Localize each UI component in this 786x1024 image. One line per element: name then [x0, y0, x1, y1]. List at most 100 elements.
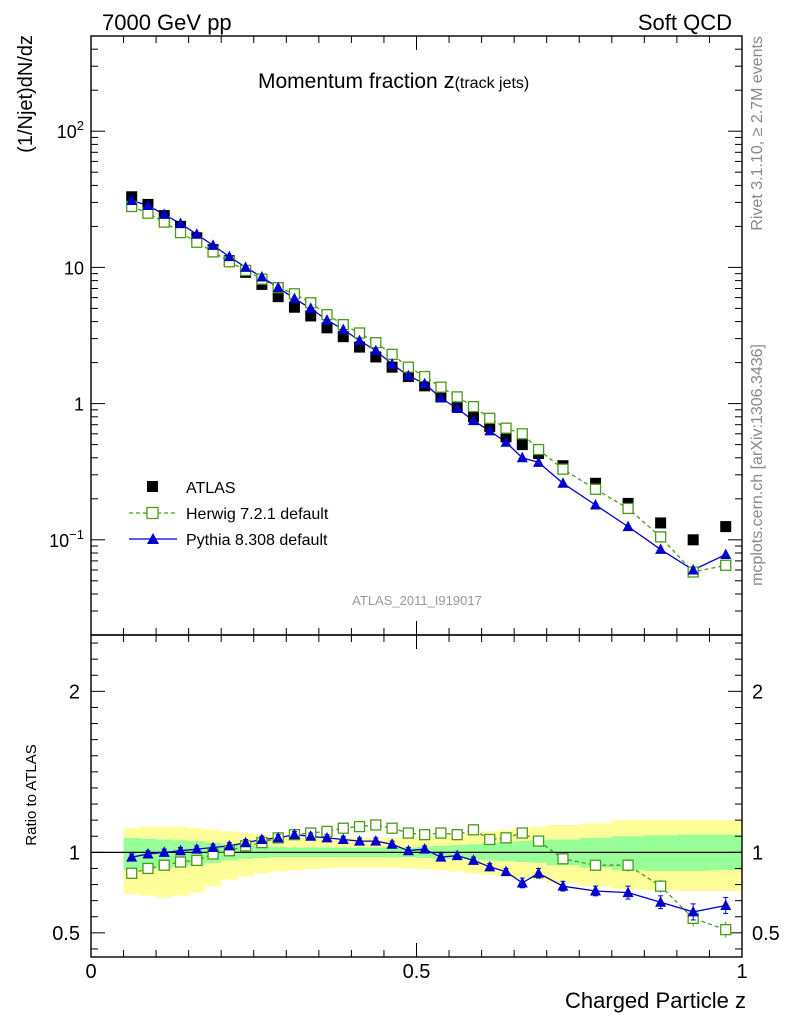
herwig-point [174, 226, 187, 239]
herwig-ratio-point [532, 835, 545, 847]
pythia-point [240, 261, 252, 272]
pythia-ratio-point [142, 847, 154, 859]
pythia-point [305, 302, 317, 313]
legend-herwig-label: Herwig 7.2.1 default [186, 506, 329, 523]
ratio-ytick-label-right: 2 [752, 681, 763, 703]
legend-atlas-label: ATLAS [186, 480, 236, 497]
ratio-frame [90, 634, 743, 958]
herwig-ratio-point [370, 819, 382, 831]
pythia-ratio-point [288, 828, 300, 840]
ratio-uncertainty-bands [91, 820, 743, 898]
x-axis-label: Charged Particle z [565, 988, 746, 1013]
pythia-point [533, 456, 545, 467]
herwig-ratio-point [467, 824, 480, 836]
herwig-point [435, 381, 447, 393]
pythia-point [337, 323, 349, 334]
ratio-axis-ticks: 0.5 0.51 12 20 0.5 1 [52, 635, 780, 983]
pythia-ratio-point [533, 867, 545, 878]
pythia-ratio-point [419, 843, 431, 854]
pythia-point [687, 564, 699, 575]
pythia-ratio-point [354, 835, 366, 846]
herwig-point [386, 348, 398, 360]
herwig-ratio-point [142, 862, 154, 875]
pythia-ratio-point [240, 836, 252, 848]
herwig-point [467, 400, 480, 413]
pythia-ratio-point [272, 831, 284, 843]
mcplots-label: mcplots.cern.ch [arXiv:1306.3436] [749, 344, 766, 586]
main-ytick-label: 1 [74, 395, 84, 415]
herwig-ratio-point [557, 853, 569, 865]
pythia-point [126, 194, 138, 205]
herwig-line [131, 205, 726, 573]
analysis-id: ATLAS_2011_I919017 [352, 593, 482, 608]
main-ytick-label: 10−1 [49, 527, 84, 551]
pythia-point [321, 314, 333, 325]
pythia-ratio-point [175, 844, 187, 856]
pythia-point [354, 334, 366, 346]
plot-title-sub: (track jets) [455, 75, 530, 92]
herwig-point [622, 502, 634, 515]
ratio-series [126, 819, 732, 938]
pythia-ratio-point [622, 886, 634, 898]
atlas-point [272, 291, 284, 303]
pythia-point [158, 208, 170, 219]
legend-pythia-label: Pythia 8.308 default [186, 532, 328, 549]
herwig-ratio-point [451, 828, 463, 841]
herwig-ratio-point [500, 832, 512, 844]
pythia-point [370, 344, 382, 356]
main-axis-ticks: 10−1 1 10 102 [49, 35, 743, 636]
pythia-point [386, 358, 398, 369]
pythia-ratio-point [435, 851, 447, 862]
x-tick-label: 0.5 [403, 961, 431, 983]
x-tick-label: 1 [736, 961, 747, 983]
herwig-ratio-point [516, 827, 528, 839]
herwig-ratio-point [654, 880, 667, 892]
pythia-point [557, 477, 569, 488]
pythia-point [435, 391, 447, 403]
atlas-point [354, 341, 366, 353]
atlas-point [516, 439, 528, 451]
energy-label: 7000 GeV pp [102, 10, 232, 35]
herwig-ratio-point [402, 827, 415, 839]
pythia-ratio-point [256, 833, 268, 844]
pythia-point [142, 199, 154, 210]
herwig-ratio-point [337, 822, 349, 834]
atlas-point [687, 534, 699, 546]
herwig-ratio-point [622, 859, 634, 871]
herwig-ratio-point [386, 822, 398, 834]
pythia-ratio-point [467, 854, 479, 865]
pythia-ratio-point [590, 884, 602, 896]
pythia-point [655, 543, 667, 554]
herwig-point [451, 391, 463, 403]
ratio-ytick-label-left: 2 [69, 681, 80, 703]
main-ytick-label: 102 [57, 118, 84, 142]
herwig-ratio-point [418, 828, 431, 841]
herwig-ratio-point [126, 867, 138, 879]
ratio-ytick-label-left: 1 [69, 842, 80, 864]
herwig-point [589, 483, 602, 495]
herwig-point [557, 463, 569, 475]
pythia-point [419, 377, 431, 389]
x-tick-label: 0 [85, 961, 96, 983]
atlas-point [337, 331, 349, 343]
pythia-point [223, 250, 235, 262]
pythia-ratio-point [655, 896, 667, 907]
pythia-ratio-point [386, 838, 398, 849]
pythia-ratio-point [305, 830, 317, 841]
pythia-ratio-point [402, 844, 414, 856]
plot-title: Momentum fraction z(track jets) [258, 68, 529, 93]
pythia-point [288, 292, 300, 304]
herwig-ratio-point [589, 859, 602, 871]
category-label: Soft QCD [638, 10, 732, 35]
herwig-ratio-point [353, 820, 366, 833]
pythia-ratio-point [191, 843, 203, 854]
rivet-label: Rivet 3.1.10, ≥ 2.7M events [749, 36, 766, 231]
pythia-point [590, 499, 602, 510]
legend: ATLAS Herwig 7.2.1 default Pythia 8.308 … [129, 480, 329, 549]
herwig-point [516, 428, 528, 440]
atlas-point [720, 521, 732, 533]
ratio-ytick-label-left: 0.5 [52, 923, 80, 945]
pythia-ratio-point [557, 880, 569, 891]
atlas-point [288, 301, 300, 313]
